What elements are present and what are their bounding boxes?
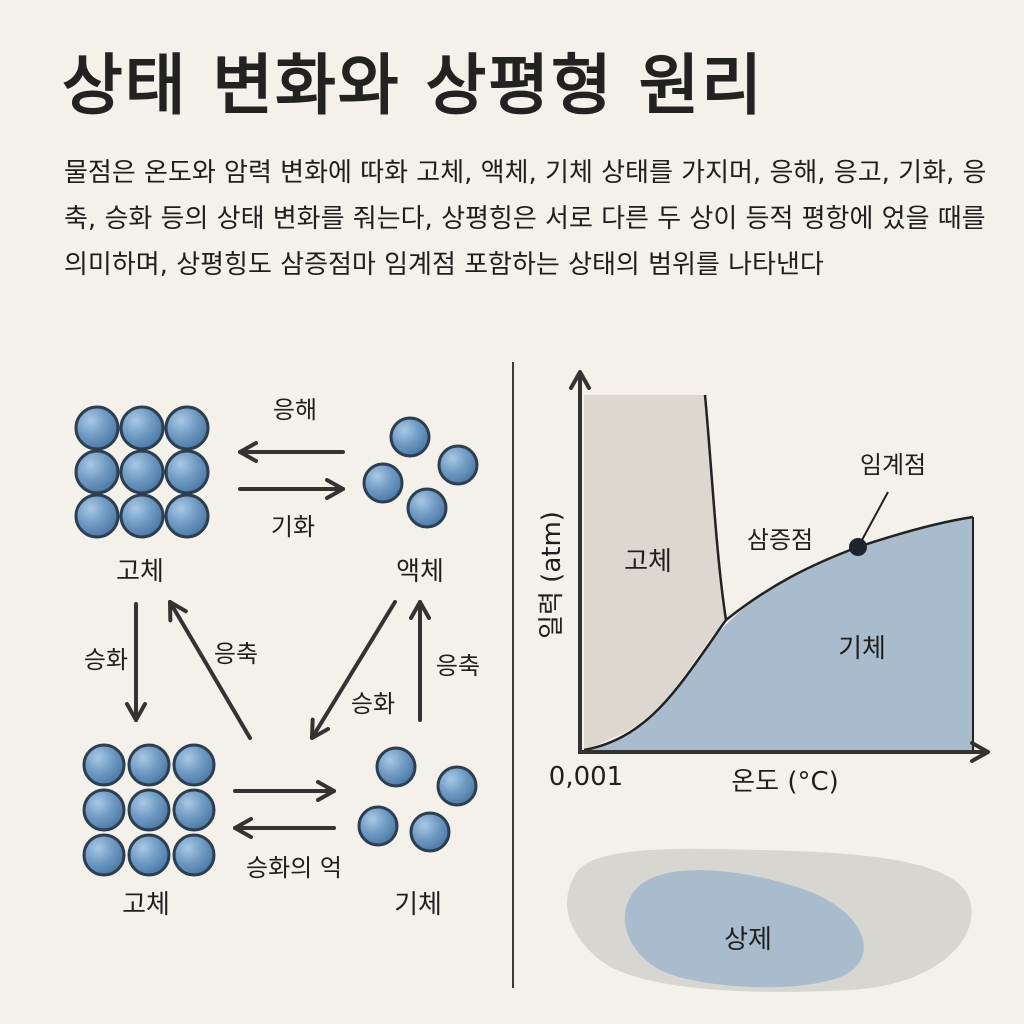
arrow-sublimation-right bbox=[310, 600, 397, 740]
gas-region bbox=[584, 517, 973, 750]
blob-label: 상제 bbox=[724, 925, 772, 955]
label-solid-top: 고체 bbox=[116, 557, 164, 587]
panel-divider bbox=[512, 362, 514, 988]
arrow-condensation-left bbox=[168, 600, 252, 740]
y-axis-label: 일력 (atm) bbox=[537, 511, 567, 639]
label-condensation-left: 응축 bbox=[214, 640, 258, 668]
blob-inner bbox=[624, 870, 864, 988]
label-sublimation-left: 승화 bbox=[84, 646, 128, 674]
origin-label: 0,001 bbox=[549, 762, 623, 792]
label-gas: 기체 bbox=[394, 890, 442, 920]
solid-region bbox=[584, 395, 726, 750]
region-label-gas: 기체 bbox=[838, 634, 886, 664]
label-sublimation-right: 승화 bbox=[351, 690, 395, 718]
critical-point-leader bbox=[861, 491, 889, 541]
label-condensation-right: 응축 bbox=[436, 652, 480, 680]
page-title: 상태 변화와 상평형 원리 bbox=[62, 47, 765, 124]
phase-blob: 상제 bbox=[567, 848, 972, 992]
phase-diagram: 고체 기체 삼증점 임계점 일력 (atm) 온도 (°C) 0,001 bbox=[537, 370, 990, 797]
liquid-particles bbox=[362, 416, 479, 529]
x-axis-label: 온도 (°C) bbox=[731, 767, 839, 797]
critical-point-label: 임계점 bbox=[860, 451, 926, 479]
label-melting: 응해 bbox=[273, 396, 317, 424]
region-label-solid: 고체 bbox=[624, 547, 672, 577]
solid-bottom-particles bbox=[82, 743, 216, 877]
triple-point-label: 삼증점 bbox=[747, 526, 813, 554]
label-solid-bottom: 고체 bbox=[122, 890, 170, 920]
critical-point-marker bbox=[849, 538, 867, 556]
description-text: 물점은 온도와 암력 변화에 따화 고체, 액체, 기체 상태를 가지머, 응해… bbox=[64, 158, 987, 280]
label-vaporization: 기화 bbox=[271, 513, 315, 541]
melting-curve bbox=[703, 394, 728, 621]
solid-top-particles bbox=[74, 405, 210, 539]
gas-particles bbox=[357, 746, 478, 853]
sublimation-curve bbox=[583, 619, 728, 752]
label-deposition: 승화의 억 bbox=[246, 854, 342, 882]
label-liquid: 액체 bbox=[396, 557, 444, 587]
